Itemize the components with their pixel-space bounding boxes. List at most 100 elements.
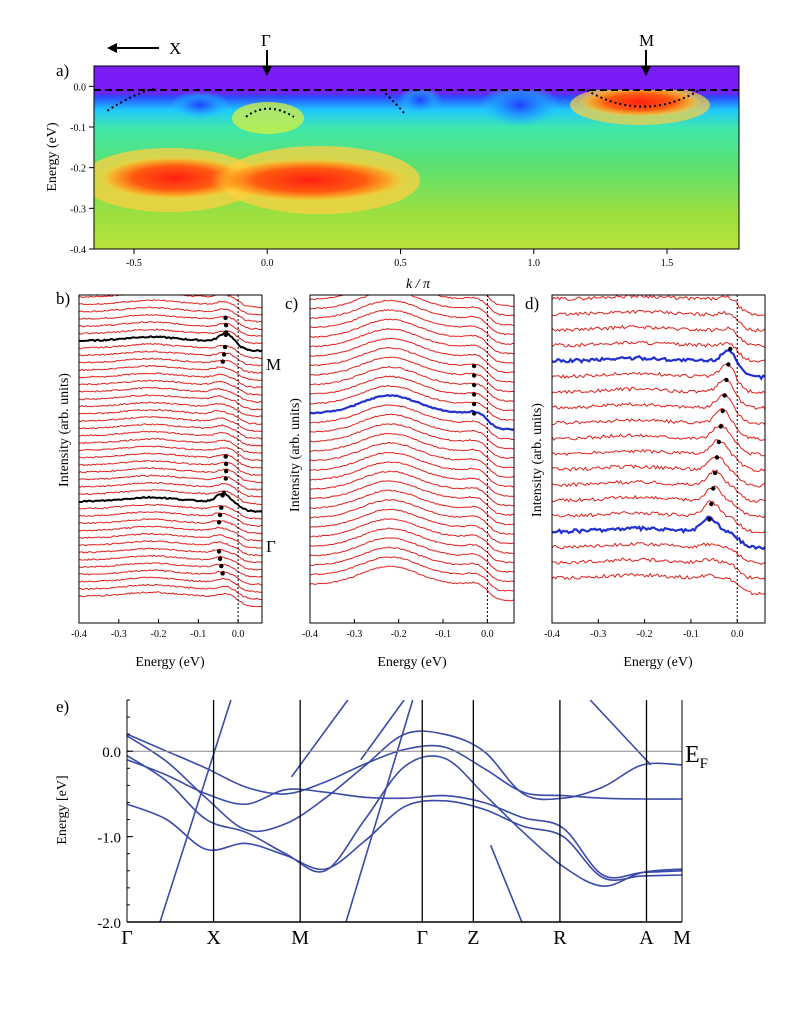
edc-curve <box>310 461 514 498</box>
panel-e: e) Γ X M Γ Z R A M0.0-1.0-2.0 EF Energy [eV] <box>55 697 708 949</box>
highlighted-edc-curve <box>79 332 262 353</box>
edc-curve <box>310 546 514 583</box>
y-tick-label-e: -2.0 <box>97 916 121 932</box>
x-tick-label-a: 0.0 <box>261 258 274 269</box>
edc-curve <box>79 511 262 528</box>
edc-curve <box>79 459 262 476</box>
x-axis-label-a: k / π <box>406 277 431 292</box>
gamma-arrowhead <box>262 66 272 76</box>
band-curve <box>589 700 652 766</box>
edc-curve <box>310 356 514 393</box>
peak-marker <box>219 563 224 569</box>
edc-curve <box>79 379 262 396</box>
k-point-label: Z <box>467 927 479 949</box>
peak-marker <box>216 549 222 554</box>
edc-curve <box>552 423 765 457</box>
edc-curve <box>79 583 262 601</box>
gamma-label: Γ <box>261 31 271 50</box>
edc-curve <box>310 527 514 564</box>
peak-marker <box>728 346 733 352</box>
x-tick-label-d: -0.3 <box>590 629 606 640</box>
edc-curve <box>79 591 262 608</box>
peak-marker <box>223 476 228 481</box>
edc-curve <box>79 437 262 454</box>
edc-curve <box>79 569 262 586</box>
edc-curve <box>552 572 765 596</box>
plot-frame-a <box>93 65 740 250</box>
edc-curve <box>310 432 514 469</box>
edc-curve <box>310 295 514 317</box>
peak-marker <box>726 362 731 367</box>
m-curve-label: M <box>266 355 281 374</box>
peak-marker <box>471 382 477 388</box>
edc-curve <box>79 430 262 447</box>
peak-marker <box>724 377 729 383</box>
edc-curve <box>310 366 514 402</box>
edc-curve <box>79 481 262 498</box>
edc-curve <box>310 299 514 336</box>
k-point-label: Γ <box>121 927 133 949</box>
edc-curve <box>310 328 514 364</box>
edc-curve <box>310 451 514 488</box>
band-curve <box>127 730 682 833</box>
band-curve <box>290 700 349 778</box>
edc-curve <box>310 384 514 421</box>
edc-curve <box>552 541 765 566</box>
edc-curve <box>552 469 765 503</box>
edc-curve <box>310 318 514 355</box>
peak-marker <box>223 332 229 337</box>
edc-curve <box>552 438 765 473</box>
fermi-energy-label: EF <box>685 742 708 772</box>
x-tick-label-b: -0.4 <box>71 629 87 640</box>
peak-marker <box>223 469 229 474</box>
edc-curve <box>79 372 262 389</box>
peak-marker <box>217 512 223 518</box>
panel-d: d) -0.4 -0.3 -0.2 -0.1 0.0 Energy (eV) Inten… <box>525 294 766 670</box>
x-axis-label-b: Energy (eV) <box>135 655 205 670</box>
band-curve <box>127 733 682 800</box>
peak-marker <box>722 393 727 398</box>
x-tick-label-a: 1.5 <box>661 258 674 269</box>
x-tick-label-b: 0.0 <box>232 629 245 640</box>
peak-marker <box>471 401 477 407</box>
x-tick-label-b: -0.3 <box>111 629 127 640</box>
edc-curve <box>310 537 514 573</box>
edc-curve <box>79 467 262 484</box>
edc-curve <box>79 313 262 330</box>
band-curve <box>159 700 232 922</box>
edc-curve <box>79 503 262 520</box>
edc-curve <box>310 423 514 459</box>
edc-curve <box>552 500 765 534</box>
edc-curve <box>552 309 765 333</box>
peak-marker <box>220 571 225 576</box>
y-axis-label-c: Intensity (arb. units) <box>288 398 303 512</box>
edc-curve <box>310 499 514 535</box>
edc-curve <box>79 306 262 323</box>
peak-marker <box>222 344 228 350</box>
x-tick-label-c: -0.3 <box>346 629 362 640</box>
edc-curve <box>79 295 262 309</box>
y-tick-label-e: 0.0 <box>102 745 121 761</box>
x-tick-label-d: -0.2 <box>637 629 653 640</box>
panel-a-label: a) <box>56 61 69 80</box>
x-tick-label-d: -0.1 <box>683 629 699 640</box>
x-tick-label-c: -0.1 <box>435 629 451 640</box>
edc-curve <box>79 350 262 367</box>
peak-marker <box>216 520 222 525</box>
peak-marker <box>711 486 716 491</box>
edc-curve <box>310 556 514 592</box>
peak-marker <box>720 408 725 414</box>
edc-curve <box>310 404 514 440</box>
edc-curve <box>310 375 514 412</box>
peak-marker <box>217 556 223 561</box>
peak-marker <box>221 352 227 357</box>
x-axis-label-c: Energy (eV) <box>377 655 447 670</box>
edc-curve <box>79 386 262 404</box>
peak-marker <box>223 323 229 328</box>
y-axis-label-a: Energy (eV) <box>45 122 60 192</box>
x-tick-label-c: -0.4 <box>302 629 318 640</box>
edc-curve <box>79 518 262 535</box>
edc-curve <box>79 342 262 360</box>
dispersion-guide <box>245 107 295 118</box>
edc-curve <box>79 539 262 557</box>
